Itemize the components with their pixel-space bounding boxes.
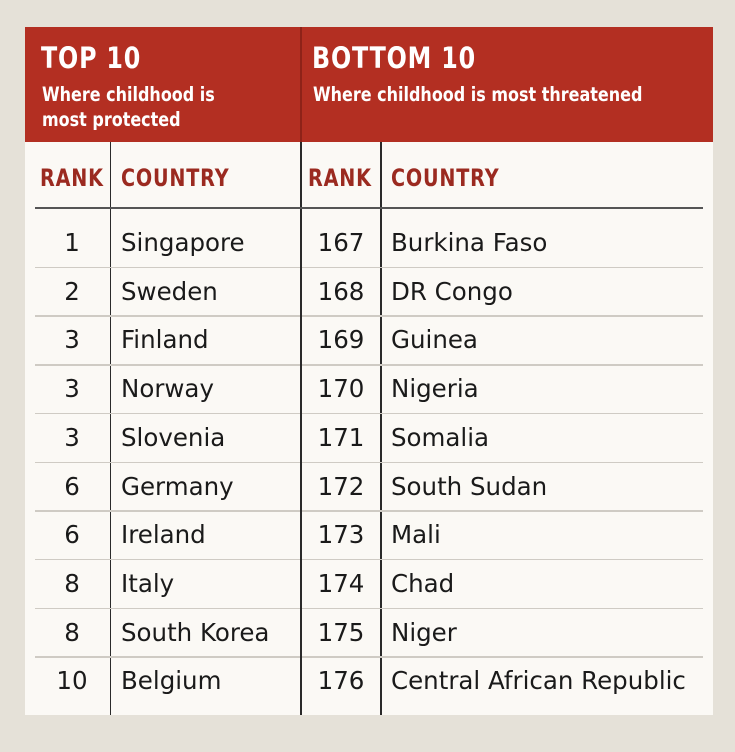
bottom10-country-cell: Burkina Faso	[391, 228, 548, 257]
bottom10-rank-cell: 167	[317, 228, 365, 257]
bottom10-country-cell: Niger	[391, 617, 457, 647]
top10-rank-cell: 8	[64, 568, 80, 598]
bottom10-country-cell: Chad	[391, 568, 455, 598]
top10-country-cell: South Korea	[121, 617, 270, 647]
top10-row-separator	[35, 607, 300, 610]
top10-row-separator	[35, 656, 300, 658]
top10-row-separator	[35, 315, 300, 317]
top10-row-separator	[35, 461, 300, 463]
top10-rank-cell: 6	[64, 471, 80, 501]
top10-rank-cell: 10	[56, 666, 88, 696]
bottom10-rank-cell: 169	[317, 325, 365, 355]
top10-row-separator	[35, 558, 300, 561]
top10-column-divider	[109, 142, 111, 715]
top10-country-cell: Ireland	[121, 520, 206, 550]
top10-country-cell: Slovenia	[121, 422, 226, 452]
bottom10-country-cell: Mali	[391, 520, 441, 550]
bottom10-row-separator	[302, 510, 703, 512]
bottom10-rank-cell: 176	[317, 666, 365, 696]
top10-rank-cell: 8	[64, 617, 80, 647]
bottom10-title: BOTTOM 10	[312, 41, 476, 75]
bottom10-rank-cell: 175	[317, 617, 365, 647]
top10-country-cell: Norway	[121, 374, 214, 404]
bottom10-row-separator	[302, 266, 703, 269]
bottom10-country-cell: South Sudan	[391, 471, 548, 501]
bottom10-rank-cell: 172	[317, 471, 365, 501]
bottom10-row-separator	[302, 558, 703, 561]
bottom10-rank-cell: 170	[317, 374, 365, 404]
top10-country-cell: Finland	[121, 325, 209, 355]
bottom10-column-divider	[380, 142, 382, 715]
bottom10-rank-cell: 174	[317, 568, 365, 598]
top10-country-header: COUNTRY	[121, 164, 230, 192]
top10-row-separator	[35, 266, 300, 269]
top10-rank-cell: 3	[64, 422, 80, 452]
top10-rank-header: RANK	[40, 164, 104, 192]
top10-row-separator	[35, 364, 300, 366]
bottom10-subtitle-line-1: Where childhood is most threatened	[313, 83, 643, 106]
bottom10-country-cell: Central African Republic	[391, 666, 686, 696]
bottom10-country-cell: DR Congo	[391, 276, 513, 306]
bottom10-row-separator	[302, 315, 703, 317]
top10-row-separator	[35, 412, 300, 415]
bottom10-rank-header: RANK	[308, 164, 372, 192]
top10-country-cell: Belgium	[121, 666, 222, 696]
top10-rank-cell: 6	[64, 520, 80, 550]
bottom10-row-separator	[302, 461, 703, 463]
top10-country-cell: Singapore	[121, 228, 245, 257]
top10-rank-cell: 1	[64, 228, 80, 257]
bottom10-row-separator	[302, 412, 703, 415]
top10-rank-cell: 2	[64, 276, 80, 306]
bottom10-rank-cell: 168	[317, 276, 365, 306]
bottom10-row-separator	[302, 607, 703, 610]
header-divider	[300, 27, 302, 142]
bottom10-rank-cell: 171	[317, 422, 365, 452]
top10-title: TOP 10	[41, 41, 142, 75]
panel-divider	[300, 142, 302, 715]
top10-country-cell: Sweden	[121, 276, 218, 306]
bottom10-rank-cell: 173	[317, 520, 365, 550]
top10-country-cell: Germany	[121, 471, 234, 501]
table-header-band: TOP 10 Where childhood is most protected…	[25, 27, 713, 142]
top10-rank-cell: 3	[64, 374, 80, 404]
top10-subtitle-line-2: most protected	[42, 108, 181, 131]
header-rule	[35, 207, 703, 209]
top10-rank-cell: 3	[64, 325, 80, 355]
bottom10-country-cell: Somalia	[391, 422, 490, 452]
bottom10-country-cell: Nigeria	[391, 374, 479, 404]
top10-country-cell: Italy	[121, 568, 175, 598]
bottom10-country-cell: Guinea	[391, 325, 478, 355]
ranking-table: TOP 10 Where childhood is most protected…	[25, 27, 713, 715]
bottom10-country-header: COUNTRY	[391, 164, 500, 192]
bottom10-row-separator	[302, 364, 703, 366]
bottom10-row-separator	[302, 656, 703, 658]
top10-subtitle-line-1: Where childhood is	[42, 83, 215, 106]
top10-row-separator	[35, 510, 300, 512]
